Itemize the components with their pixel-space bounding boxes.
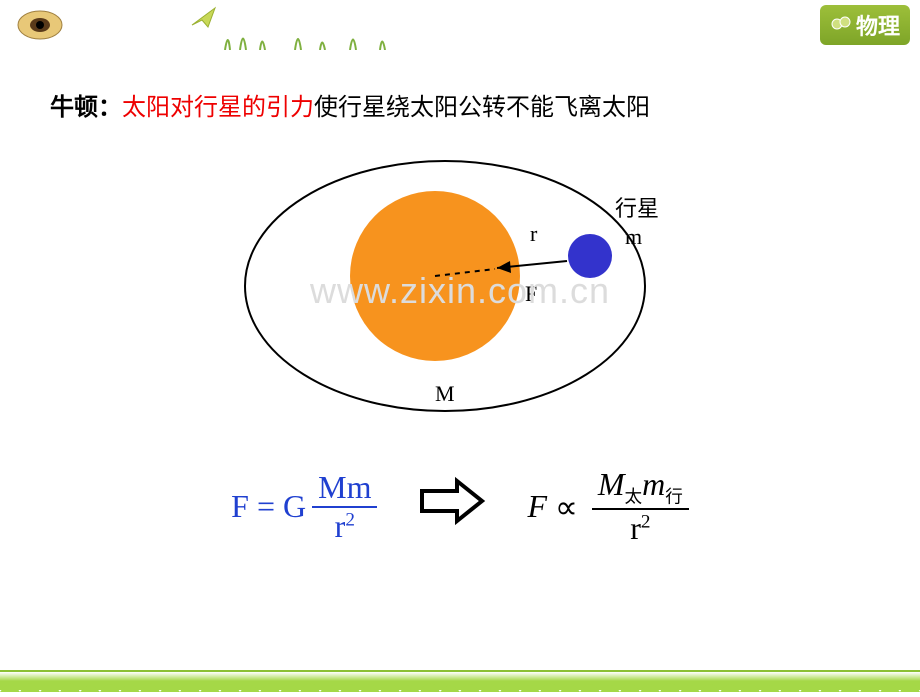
- proportional-symbol: ∝: [555, 488, 578, 526]
- main-title: 牛顿：太阳对行星的引力使行星绕太阳公转不能飞离太阳: [50, 90, 870, 126]
- formula-right-fraction: M太m行 r2: [592, 466, 689, 547]
- title-prefix: 牛顿：: [50, 94, 122, 121]
- formula-right-F: F: [527, 488, 547, 525]
- formula-right-denominator: r2: [624, 510, 656, 547]
- formula-left: F = G Mm r2: [231, 469, 377, 545]
- title-rest: 使行星绕太阳公转不能飞离太阳: [314, 94, 650, 121]
- footer-grass-decoration: [0, 670, 920, 690]
- force-label: F: [525, 281, 537, 306]
- brand-logo: [15, 8, 65, 43]
- subject-badge: 物理: [820, 5, 910, 45]
- title-highlight: 太阳对行星的引力: [122, 94, 314, 121]
- gear-icon: [830, 14, 852, 36]
- planet-circle: [568, 234, 612, 278]
- formula-right: F ∝ M太m行 r2: [527, 466, 688, 547]
- slide-content: 牛顿：太阳对行星的引力使行星绕太阳公转不能飞离太阳 行星 m r F M www…: [0, 50, 920, 547]
- formula-left-numerator: Mm: [312, 469, 377, 508]
- formula-left-lhs: F = G: [231, 488, 306, 525]
- slide-header: 物理: [0, 0, 920, 50]
- grass-decoration-icon: [220, 25, 400, 55]
- radius-label: r: [530, 221, 538, 246]
- planet-mass-label: m: [625, 224, 642, 249]
- paper-plane-icon: [190, 5, 220, 35]
- formula-left-denominator: r2: [329, 508, 361, 545]
- subject-label: 物理: [856, 9, 900, 41]
- orbit-diagram: 行星 m r F M www.zixin.com.cn: [50, 156, 870, 426]
- implies-arrow-icon: [417, 476, 487, 538]
- formula-left-fraction: Mm r2: [312, 469, 377, 545]
- planet-label: 行星: [615, 196, 659, 221]
- sun-mass-label: M: [435, 381, 455, 406]
- formula-right-numerator: M太m行: [592, 466, 689, 510]
- formula-row: F = G Mm r2 F ∝ M太m行 r2: [50, 466, 870, 547]
